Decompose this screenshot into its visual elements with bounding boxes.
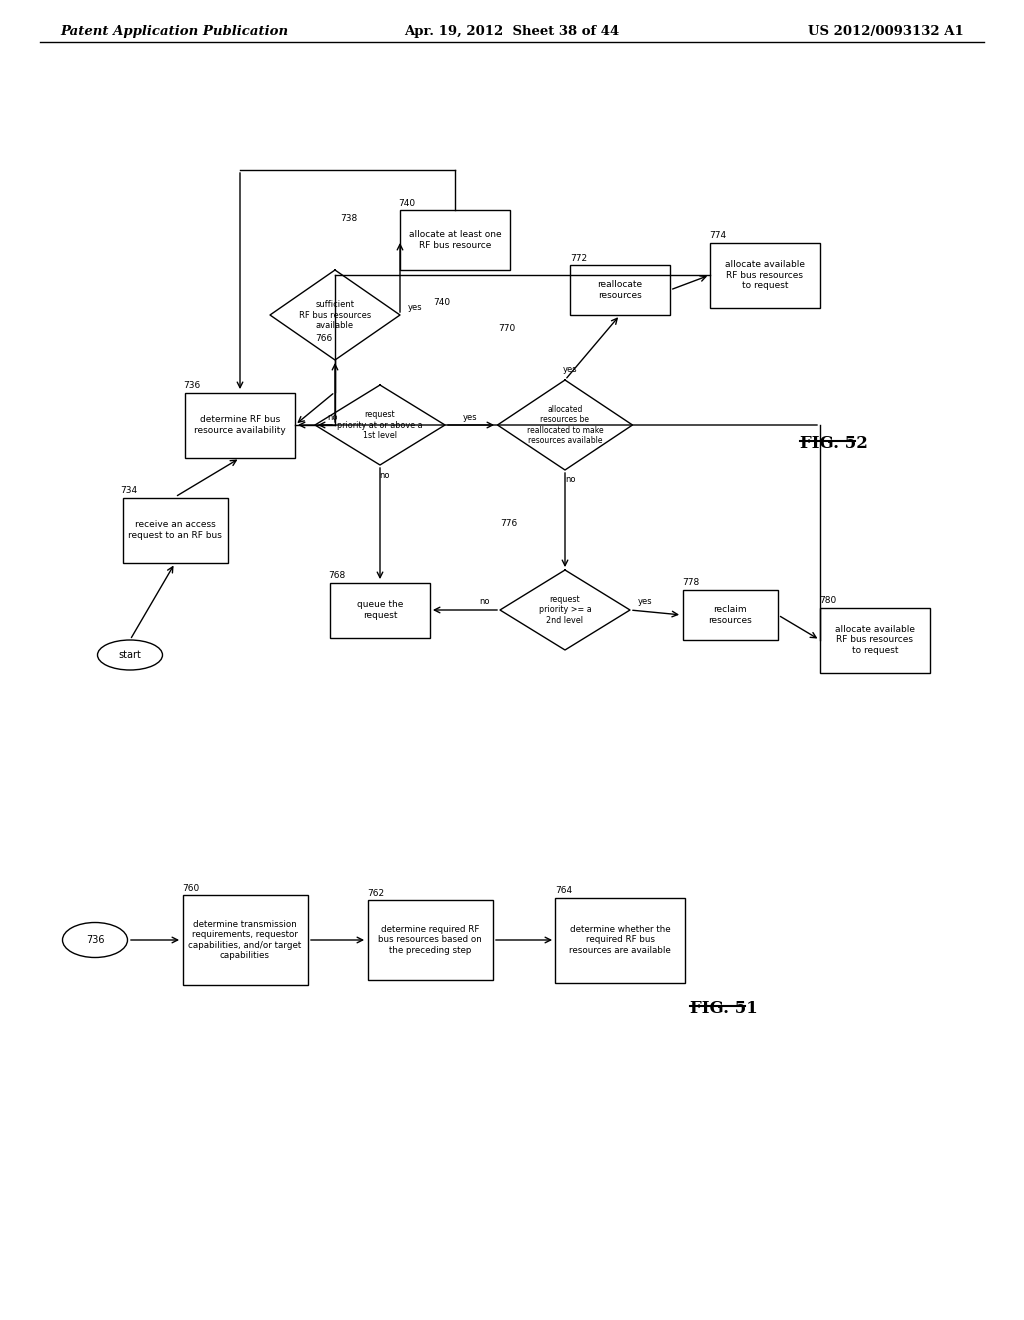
Text: 760: 760 — [182, 884, 200, 894]
Text: 764: 764 — [555, 886, 572, 895]
Text: 770: 770 — [498, 323, 515, 333]
Text: allocate available
RF bus resources
to request: allocate available RF bus resources to r… — [835, 626, 915, 655]
Text: 738: 738 — [340, 214, 357, 223]
Text: reallocate
resources: reallocate resources — [597, 280, 643, 300]
Text: US 2012/0093132 A1: US 2012/0093132 A1 — [808, 25, 964, 38]
FancyBboxPatch shape — [400, 210, 510, 271]
Text: FIG. 51: FIG. 51 — [690, 1001, 758, 1016]
FancyBboxPatch shape — [330, 582, 430, 638]
Ellipse shape — [97, 640, 163, 671]
FancyBboxPatch shape — [570, 265, 670, 315]
Text: Patent Application Publication: Patent Application Publication — [60, 25, 288, 38]
Text: determine RF bus
resource availability: determine RF bus resource availability — [195, 416, 286, 434]
Text: no: no — [380, 470, 390, 479]
Text: 772: 772 — [570, 253, 587, 263]
Text: yes: yes — [408, 302, 422, 312]
Text: 776: 776 — [500, 519, 517, 528]
Text: no: no — [328, 412, 338, 421]
Ellipse shape — [62, 923, 128, 957]
Text: 736: 736 — [86, 935, 104, 945]
FancyBboxPatch shape — [555, 898, 685, 982]
Text: FIG. 52: FIG. 52 — [800, 436, 868, 451]
Text: yes: yes — [638, 598, 652, 606]
Text: 762: 762 — [367, 888, 384, 898]
FancyBboxPatch shape — [368, 900, 493, 979]
Text: sufficient
RF bus resources
available: sufficient RF bus resources available — [299, 300, 371, 330]
Text: allocate available
RF bus resources
to request: allocate available RF bus resources to r… — [725, 260, 805, 290]
Text: 766: 766 — [315, 334, 332, 343]
Text: determine whether the
required RF bus
resources are available: determine whether the required RF bus re… — [569, 925, 671, 954]
FancyBboxPatch shape — [182, 895, 307, 985]
Text: request
priority at or above a
1st level: request priority at or above a 1st level — [337, 411, 423, 440]
Text: 740: 740 — [398, 199, 415, 209]
Text: allocated
resources be
reallocated to make
resources available: allocated resources be reallocated to ma… — [526, 405, 603, 445]
Text: yes: yes — [463, 412, 477, 421]
FancyBboxPatch shape — [185, 392, 295, 458]
Text: determine required RF
bus resources based on
the preceding step: determine required RF bus resources base… — [378, 925, 482, 954]
Text: Apr. 19, 2012  Sheet 38 of 44: Apr. 19, 2012 Sheet 38 of 44 — [404, 25, 620, 38]
Text: no: no — [565, 475, 575, 484]
Text: start: start — [119, 649, 141, 660]
Text: allocate at least one
RF bus resource: allocate at least one RF bus resource — [409, 230, 502, 249]
Text: yes: yes — [562, 366, 578, 375]
FancyBboxPatch shape — [710, 243, 820, 308]
Text: 778: 778 — [682, 578, 699, 587]
Text: determine transmission
requirements, requestor
capabilities, and/or target
capab: determine transmission requirements, req… — [188, 920, 302, 960]
Text: 774: 774 — [709, 231, 726, 240]
Text: request
priority >= a
2nd level: request priority >= a 2nd level — [539, 595, 592, 624]
Text: no: no — [480, 598, 490, 606]
Text: 734: 734 — [120, 486, 137, 495]
Text: reclaim
resources: reclaim resources — [709, 606, 752, 624]
FancyBboxPatch shape — [820, 607, 930, 672]
Text: 740: 740 — [433, 298, 451, 308]
Text: 780: 780 — [819, 597, 837, 605]
FancyBboxPatch shape — [683, 590, 777, 640]
Text: 768: 768 — [328, 572, 345, 579]
FancyBboxPatch shape — [123, 498, 227, 562]
Text: receive an access
request to an RF bus: receive an access request to an RF bus — [128, 520, 222, 540]
Text: 736: 736 — [183, 381, 201, 389]
Text: queue the
request: queue the request — [356, 601, 403, 619]
